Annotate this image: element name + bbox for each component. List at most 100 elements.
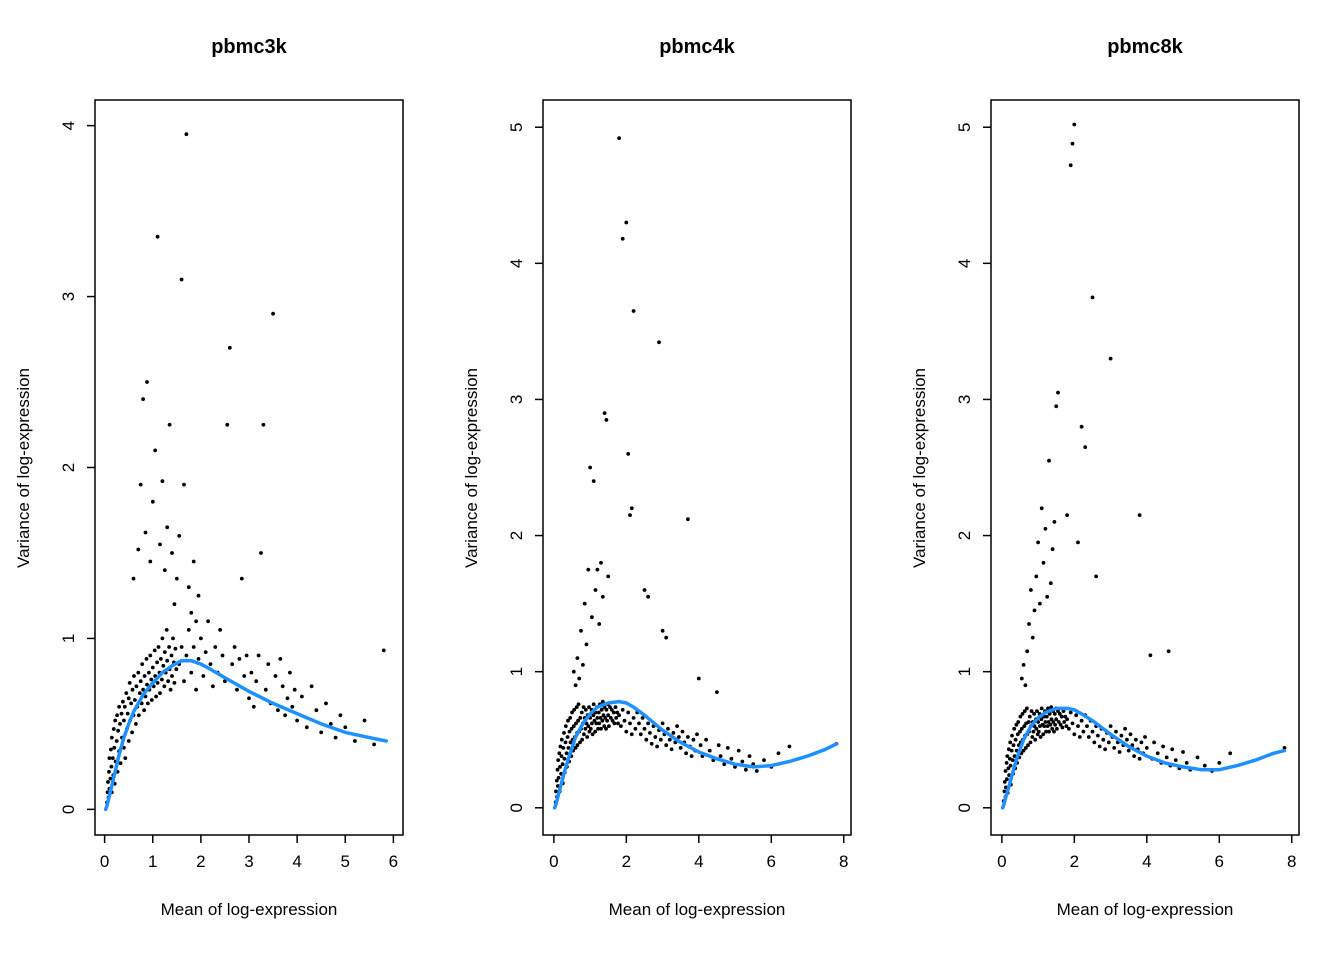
data-point (657, 340, 661, 345)
data-point (182, 679, 186, 684)
data-point (715, 690, 719, 694)
data-point (309, 684, 314, 689)
data-point (610, 718, 615, 723)
x-tick-label: 1 (148, 852, 157, 871)
data-point (142, 674, 147, 678)
data-point (162, 684, 167, 689)
x-axis-label: Mean of log-expression (1056, 900, 1234, 919)
data-point (171, 636, 175, 641)
data-point (559, 737, 564, 742)
data-point (575, 656, 580, 660)
data-point (600, 718, 605, 723)
scatter-plot-pbmc8k: 0 2 4 6 8 0 1 2 3 4 5 (955, 99, 1300, 871)
data-point (590, 732, 595, 737)
data-point (184, 653, 189, 658)
y-axis-label: Variance of log-expression (462, 367, 482, 568)
data-point (573, 683, 578, 688)
data-point (729, 756, 734, 761)
data-point (596, 710, 601, 715)
data-point (1125, 737, 1129, 742)
data-point (655, 744, 659, 749)
data-point (567, 729, 572, 734)
data-point (1044, 714, 1049, 719)
data-point (1164, 755, 1169, 760)
data-point (1030, 735, 1035, 739)
data-point (118, 761, 123, 766)
data-point (254, 679, 259, 684)
data-point (1042, 724, 1047, 728)
data-point (1013, 737, 1018, 742)
data-point (1007, 756, 1012, 761)
data-point (740, 759, 745, 764)
data-point (718, 754, 723, 758)
data-point (591, 479, 596, 483)
data-point (149, 677, 154, 682)
data-point (230, 662, 235, 666)
data-point (612, 721, 617, 726)
data-point (660, 628, 665, 633)
data-point (698, 743, 703, 748)
data-point (237, 657, 242, 661)
data-point (620, 707, 625, 712)
data-point (278, 657, 283, 661)
data-point (1202, 763, 1207, 768)
data-point (1050, 547, 1055, 552)
data-point (110, 756, 115, 760)
data-point (1010, 733, 1014, 738)
data-point (194, 619, 199, 624)
data-point (1065, 717, 1069, 722)
data-point (601, 713, 606, 718)
data-point (1002, 780, 1007, 784)
data-point (276, 708, 280, 713)
data-point (686, 517, 690, 522)
data-point (1008, 763, 1013, 768)
data-point (600, 699, 605, 704)
data-point (1134, 737, 1138, 742)
data-point (1006, 747, 1011, 752)
data-point (1012, 754, 1017, 758)
data-point (554, 789, 558, 794)
data-point (280, 684, 285, 689)
data-point (1023, 746, 1028, 750)
y-tick-label: 0 (955, 803, 974, 812)
data-point (239, 576, 244, 581)
data-point (579, 710, 584, 715)
data-point (164, 628, 169, 632)
data-point (642, 588, 647, 592)
data-point (324, 701, 328, 706)
data-point (615, 710, 620, 715)
data-point (598, 716, 603, 720)
data-point (595, 716, 600, 720)
y-tick-label: 2 (507, 531, 526, 540)
data-point (660, 721, 665, 726)
data-point (629, 732, 634, 737)
data-point (173, 646, 178, 651)
y-axis-label-wrap: Variance of log-expression (0, 100, 48, 835)
data-point (644, 737, 649, 742)
data-point (196, 593, 201, 598)
data-point (1155, 751, 1160, 756)
data-point (1036, 540, 1040, 545)
data-point (562, 756, 567, 761)
x-tick-label: 8 (1287, 852, 1296, 871)
data-point (292, 687, 297, 692)
data-point (1148, 653, 1153, 658)
data-point (1049, 717, 1054, 722)
data-point (1015, 732, 1020, 737)
y-axis-label-wrap: Variance of log-expression (896, 100, 944, 835)
data-point (606, 713, 611, 718)
data-point (1096, 733, 1100, 738)
data-point (1086, 735, 1091, 739)
data-point (191, 559, 196, 564)
data-point (624, 729, 629, 734)
data-point (134, 684, 139, 689)
data-point (1047, 458, 1051, 463)
data-point (167, 422, 172, 427)
y-tick-label: 0 (59, 805, 78, 814)
data-point (147, 670, 151, 675)
data-point (1062, 720, 1067, 724)
data-point (150, 499, 155, 504)
data-point (1052, 712, 1057, 716)
data-point (1063, 714, 1068, 719)
data-point (179, 277, 184, 282)
